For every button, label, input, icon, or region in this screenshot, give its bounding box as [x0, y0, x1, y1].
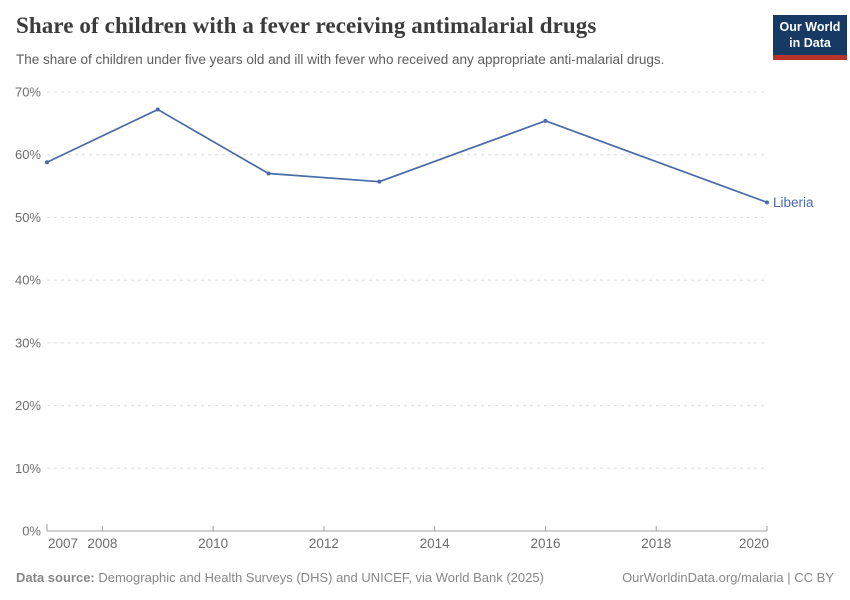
y-tick-label-40: 40%	[15, 273, 41, 288]
owid-logo-red-bar	[773, 54, 847, 60]
owid-logo-text: Our World in Data	[773, 15, 847, 55]
chart-subtitle: The share of children under five years o…	[16, 52, 665, 67]
data-source: Data source: Demographic and Health Surv…	[16, 570, 544, 585]
x-tick-label-2016: 2016	[530, 536, 560, 551]
x-tick-label-2008: 2008	[87, 536, 117, 551]
y-tick-label-50: 50%	[15, 210, 41, 225]
data-point-2020[interactable]	[765, 200, 769, 205]
data-point-2009[interactable]	[155, 107, 160, 112]
chart-footer: Data source: Demographic and Health Surv…	[16, 570, 834, 585]
data-source-label: Data source:	[16, 570, 95, 585]
x-tick-label-2014: 2014	[420, 536, 451, 551]
data-point-2011[interactable]	[266, 171, 271, 176]
y-tick-label-60: 60%	[15, 147, 41, 162]
data-point-2016[interactable]	[543, 118, 548, 123]
x-tick-label-2012: 2012	[309, 536, 339, 551]
y-tick-label-30: 30%	[15, 335, 41, 350]
plot-area[interactable]: 0% 10% 20% 30% 40% 50% 60% 70% 2007 2008 2010 2012 2…	[0, 80, 850, 560]
line-series-liberia[interactable]	[46, 108, 768, 204]
x-tick-label-2020: 2020	[739, 536, 769, 551]
x-tick-label-2018: 2018	[641, 536, 671, 551]
x-tick-label-2007: 2007	[48, 536, 78, 551]
x-tick-label-2010: 2010	[198, 536, 228, 551]
data-point-2007[interactable]	[45, 160, 49, 165]
series-label-liberia[interactable]: Liberia	[773, 195, 814, 210]
y-tick-label-70: 70%	[15, 85, 41, 100]
y-tick-label-20: 20%	[15, 398, 41, 413]
line-chart-svg[interactable]: 0% 10% 20% 30% 40% 50% 60% 70% 2007 2008 2010 2012 2…	[0, 80, 850, 560]
chart-title: Share of children with a fever receiving…	[16, 13, 597, 38]
data-point-2013[interactable]	[377, 179, 382, 184]
owid-url-license-link[interactable]: OurWorldinData.org/malaria | CC BY	[622, 570, 834, 585]
owid-logo[interactable]: Our World in Data	[773, 15, 847, 60]
y-tick-label-0: 0%	[22, 524, 41, 539]
y-tick-label-10: 10%	[15, 461, 41, 476]
data-source-text: Demographic and Health Surveys (DHS) and…	[94, 570, 544, 585]
